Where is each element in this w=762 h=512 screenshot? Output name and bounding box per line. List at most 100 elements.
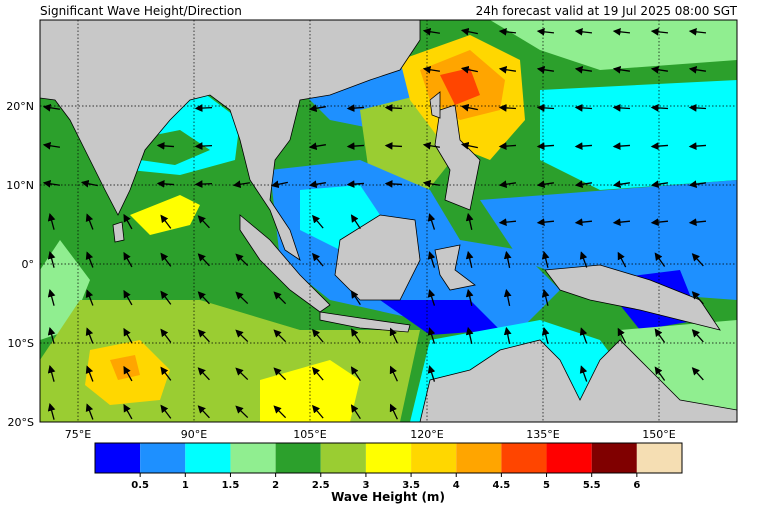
colorbar-label: 6 — [633, 480, 640, 491]
arrow — [123, 403, 133, 420]
arrow — [47, 365, 56, 382]
arrow — [273, 291, 287, 305]
arrow — [465, 212, 474, 230]
colorbar-swatch — [456, 443, 502, 473]
arrow — [688, 142, 707, 150]
arrow — [350, 404, 361, 420]
arrow — [47, 403, 56, 420]
arrow — [308, 104, 326, 113]
arrow — [311, 328, 324, 343]
colorbar-swatch — [275, 443, 321, 473]
arrow — [503, 288, 512, 306]
arrow — [85, 365, 94, 382]
map — [40, 20, 737, 422]
arrow — [389, 327, 398, 344]
colorbar-swatch — [636, 443, 682, 473]
colorbar-swatch — [320, 443, 366, 473]
arrow — [123, 327, 133, 344]
colorbar-swatch — [95, 443, 141, 473]
arrow — [389, 403, 398, 420]
colorbar-swatch — [230, 443, 276, 473]
arrow — [612, 27, 631, 36]
colorbar: 0.5 1 1.5 2 2.5 3 3.5 4 4.5 5 5.5 6 — [94, 442, 683, 491]
map-frame — [39, 19, 738, 423]
arrow — [194, 104, 213, 112]
arrow — [47, 289, 56, 306]
lat-label: 20°N — [6, 100, 34, 113]
arrow — [160, 366, 172, 381]
arrow — [427, 365, 436, 382]
colorbar-title: Wave Height (m) — [331, 490, 445, 504]
arrow — [42, 103, 61, 112]
arrow — [160, 328, 172, 343]
arrow — [536, 104, 555, 112]
lon-label: 150°E — [642, 428, 675, 441]
arrow — [346, 142, 365, 150]
arrow — [384, 142, 403, 150]
arrow — [123, 251, 133, 268]
arrow — [273, 405, 287, 419]
arrow — [123, 213, 133, 230]
arrow — [460, 141, 478, 150]
arrow — [536, 65, 555, 74]
arrow — [579, 365, 588, 382]
arrow — [311, 404, 324, 419]
arrow — [85, 289, 94, 306]
arrow — [650, 65, 669, 74]
arrow — [384, 104, 403, 112]
arrow — [536, 27, 555, 36]
arrow — [308, 180, 326, 189]
arrow — [498, 65, 517, 74]
arrow — [688, 104, 707, 112]
valid-time: 24h forecast valid at 19 Jul 2025 08:00 … — [476, 4, 738, 18]
lat-label: 0° — [22, 258, 35, 271]
arrow — [460, 65, 478, 74]
arrow — [197, 291, 210, 305]
lat-label: 10°N — [6, 179, 34, 192]
lat-label: 10°S — [8, 337, 34, 350]
arrow — [541, 250, 550, 268]
arrow — [273, 329, 287, 343]
arrow — [235, 367, 249, 381]
arrow — [617, 251, 627, 268]
arrow — [42, 141, 61, 150]
arrow — [47, 327, 56, 344]
arrow — [541, 288, 550, 306]
arrow — [235, 291, 249, 305]
land — [40, 20, 737, 422]
arrow — [536, 142, 555, 150]
arrow — [503, 326, 512, 344]
arrow — [574, 218, 593, 227]
arrow — [650, 27, 669, 36]
arrow — [691, 367, 704, 381]
arrow — [160, 404, 172, 419]
arrow — [85, 403, 94, 420]
colorbar-label: 0.5 — [131, 480, 149, 491]
arrow — [650, 142, 669, 150]
arrow — [422, 141, 441, 150]
lon-label: 120°E — [410, 428, 443, 441]
arrow — [503, 250, 512, 268]
arrow — [197, 405, 210, 419]
lon-label: 90°E — [181, 428, 207, 441]
colorbar-swatch — [185, 443, 231, 473]
arrow — [85, 213, 94, 230]
arrow — [422, 179, 441, 188]
lon-label: 135°E — [526, 428, 559, 441]
arrow — [688, 180, 707, 189]
arrow — [123, 365, 133, 382]
colorbar-label: 2 — [272, 480, 279, 491]
colorbar-frame — [94, 442, 683, 474]
arrow — [156, 142, 175, 150]
colorbar-label: 4 — [453, 480, 460, 491]
arrow — [235, 329, 249, 343]
arrow — [460, 27, 478, 36]
arrow — [688, 218, 707, 227]
arrow — [156, 180, 175, 188]
arrow — [612, 65, 631, 74]
arrow — [654, 366, 666, 381]
lat-label: 20°S — [8, 416, 34, 429]
colorbar-label: 5.5 — [583, 480, 601, 491]
colorbar-label: 4.5 — [493, 480, 511, 491]
arrow — [346, 104, 365, 112]
